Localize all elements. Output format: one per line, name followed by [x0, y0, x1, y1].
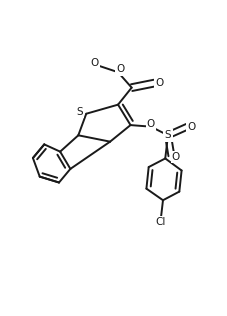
Text: S: S: [76, 107, 83, 117]
Text: O: O: [172, 152, 180, 162]
Text: Cl: Cl: [155, 217, 166, 227]
Text: O: O: [116, 64, 124, 75]
Text: O: O: [188, 122, 196, 132]
Text: O: O: [155, 78, 163, 88]
Text: O: O: [90, 58, 98, 68]
Text: S: S: [165, 130, 171, 140]
Text: O: O: [147, 119, 155, 130]
